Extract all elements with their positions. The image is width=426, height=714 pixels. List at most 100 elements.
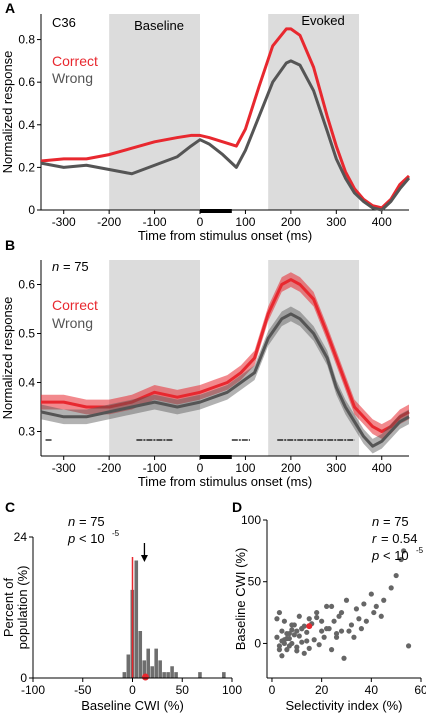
x-tick-label: 60 <box>414 683 426 697</box>
scatter-point <box>398 556 404 563</box>
scatter-point <box>353 606 360 612</box>
scatter-point <box>346 628 352 634</box>
x-tick-label: 100 <box>235 461 255 475</box>
scatter-point <box>381 597 387 603</box>
scatter-point <box>356 616 362 622</box>
scatter-point <box>373 603 379 610</box>
histogram-bar <box>166 672 170 678</box>
scatter-point <box>279 653 285 659</box>
panel-b-line-chart: -300 -200 -100 0 100 200 300 400 0.3 0.4 0.5 0.6 Tim… <box>0 260 410 489</box>
scatter-point <box>338 628 345 634</box>
panel-d-p-value: < 10 <box>383 548 409 563</box>
example-cell-marker <box>141 673 149 681</box>
legend-wrong-a: Wrong <box>52 70 93 86</box>
histogram-bar <box>154 648 158 678</box>
histogram-bar <box>146 648 151 678</box>
y-axis-title-line2: population (%) <box>15 566 30 650</box>
series-band-correct <box>41 272 409 439</box>
scatter-point <box>299 639 305 645</box>
histogram-bar <box>122 672 127 678</box>
y-tick-label: 100 <box>241 513 261 527</box>
panel-d-n-value: = 75 <box>383 514 409 529</box>
series-line-correct <box>41 278 410 433</box>
y-axis-title: Normalized response <box>0 297 15 420</box>
scatter-point <box>324 626 330 632</box>
scatter-point <box>314 609 320 616</box>
x-tick-label: 40 <box>365 683 379 697</box>
scatter-point <box>286 643 292 649</box>
scatter-point <box>276 647 283 653</box>
scatter-point <box>289 627 295 633</box>
scatter-point <box>274 616 280 622</box>
scatter-point <box>301 650 307 656</box>
x-tick-label: 200 <box>281 461 301 475</box>
scatter-point <box>405 643 412 649</box>
scatter-point <box>401 548 407 554</box>
scatter-point <box>348 622 355 628</box>
y-axis-title: Baseline CWI (%) <box>233 548 248 651</box>
evoked-label: Evoked <box>301 13 344 28</box>
y-tick-label: 0.6 <box>18 75 35 89</box>
panel-c-histogram: -100 -50 0 50 100 0 24 Baseline CWI (%) Percent … <box>1 530 242 713</box>
scatter-point <box>358 626 364 632</box>
histogram-bar <box>138 631 143 678</box>
x-tick-label: 0 <box>197 461 204 475</box>
scatter-point <box>371 609 377 616</box>
panel-b-n-prefix: n <box>52 259 59 274</box>
x-tick-label: 100 <box>222 683 242 697</box>
scatter-point <box>294 648 300 654</box>
histogram-bar <box>158 660 162 678</box>
scatter-point <box>304 638 310 644</box>
panel-d-n-prefix: n <box>372 514 379 529</box>
panel-d-p-exponent: -5 <box>416 546 424 555</box>
histogram-bar <box>150 666 154 678</box>
scatter-point <box>316 642 322 648</box>
x-tick-label: 200 <box>281 215 301 229</box>
mean-arrow-head <box>140 555 148 562</box>
y-tick-label: 0.8 <box>18 33 35 47</box>
x-axis-title: Selectivity index (%) <box>285 698 402 713</box>
y-axis-title: Normalized response <box>0 51 15 174</box>
panel-d-p-prefix: p <box>371 548 379 563</box>
x-tick-label: -200 <box>97 215 121 229</box>
y-tick-label: 0.4 <box>18 376 35 390</box>
series-band-wrong <box>41 306 409 454</box>
scatter-point <box>279 628 285 634</box>
shaded-window-0 <box>109 14 201 210</box>
scatter-point <box>289 622 295 628</box>
x-tick-label: 0 <box>269 683 276 697</box>
scatter-point <box>304 629 310 635</box>
histogram-bar <box>162 672 166 678</box>
scatter-point <box>281 618 287 624</box>
series-line-correct <box>40 27 411 210</box>
y-tick-label: 0.5 <box>18 327 35 341</box>
scatter-point <box>363 618 369 624</box>
panel-c-n-value: = 75 <box>79 514 105 529</box>
series-line-wrong <box>40 312 410 448</box>
x-tick-label: -100 <box>143 461 167 475</box>
x-tick-label: 300 <box>326 215 346 229</box>
x-tick-label: 0 <box>197 215 204 229</box>
x-axis-title: Baseline CWI (%) <box>81 698 184 713</box>
scatter-point <box>281 640 287 647</box>
x-axis-title: Time from stimulus onset (ms) <box>138 474 312 489</box>
histogram-bar <box>142 660 147 678</box>
legend-correct-a: Correct <box>52 53 98 69</box>
panel-d-r-value: = 0.54 <box>381 531 418 546</box>
x-tick-label: -300 <box>52 215 76 229</box>
x-tick-label: 0 <box>129 683 136 697</box>
scatter-point <box>388 585 394 591</box>
panel-c-p-value: < 10 <box>79 531 105 546</box>
scatter-point <box>306 645 312 651</box>
x-tick-label: 50 <box>176 683 190 697</box>
scatter-point <box>341 655 347 661</box>
scatter-point <box>276 609 283 616</box>
scatter-point <box>319 628 325 634</box>
y-tick-label: 50 <box>248 575 262 589</box>
y-tick-label: 0 <box>28 203 35 217</box>
scatter-point <box>311 637 317 643</box>
panel-d-letter: D <box>232 499 242 515</box>
y-tick-label: 0.6 <box>18 278 35 292</box>
shaded-window-0 <box>109 260 201 456</box>
